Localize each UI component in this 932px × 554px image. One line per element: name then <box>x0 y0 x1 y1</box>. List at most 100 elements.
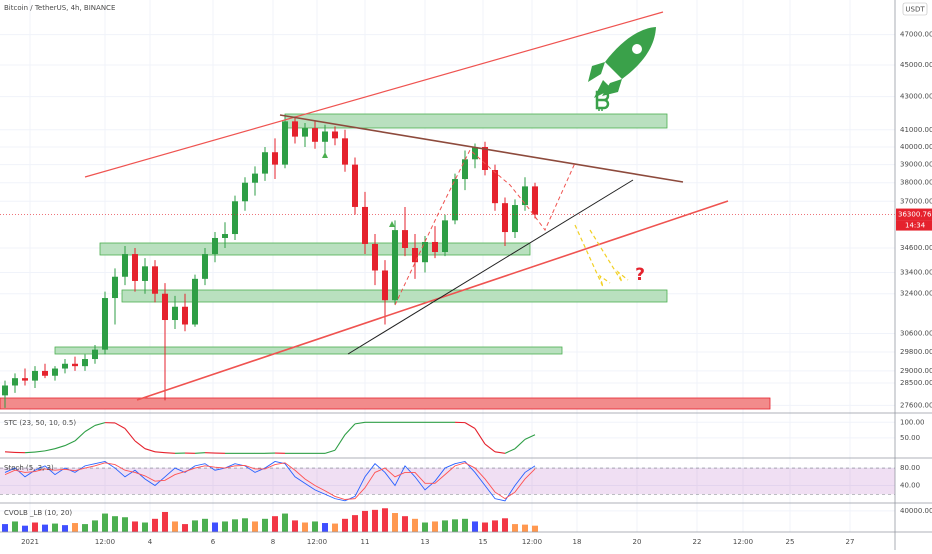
candle-body <box>212 238 218 254</box>
x-tick-label: 13 <box>421 538 430 546</box>
x-tick-label: 12:00 <box>522 538 542 546</box>
x-tick-label: 27 <box>846 538 855 546</box>
x-tick-label: 25 <box>786 538 795 546</box>
x-tick-label: 2021 <box>21 538 39 546</box>
volume-bar <box>512 524 518 532</box>
y-tick-label: 100.00 <box>900 418 925 426</box>
y-tick-label: 40.00 <box>900 482 920 490</box>
volume-bar <box>482 523 488 532</box>
stc-segment <box>485 444 495 452</box>
y-tick-label: 47000.00 <box>900 31 932 39</box>
volume-bar <box>502 518 508 532</box>
x-tick-label: 18 <box>573 538 582 546</box>
candle-body <box>82 359 88 366</box>
candle-body <box>482 147 488 170</box>
candle-body <box>402 230 408 248</box>
candle-body <box>252 174 258 183</box>
volume-bar <box>142 523 148 532</box>
candle-body <box>232 201 238 234</box>
candle-body <box>222 234 228 238</box>
indicator-title: Stoch (5, 3, 3) <box>4 464 54 472</box>
candle-body <box>142 266 148 281</box>
stc-segment <box>525 435 535 440</box>
stc-segment <box>465 423 475 429</box>
volume-bar <box>52 524 58 532</box>
y-tick-label: 50.00 <box>900 434 920 442</box>
candle-body <box>532 186 538 214</box>
volume-bar <box>252 521 258 532</box>
volume-bar <box>172 521 178 532</box>
y-tick-label: 45000.00 <box>900 61 932 69</box>
candle-body <box>332 131 338 138</box>
y-tick-label: 40000.00 <box>900 507 932 515</box>
stc-segment <box>495 452 505 454</box>
volume-bar <box>342 519 348 532</box>
x-tick-label: 12:00 <box>307 538 327 546</box>
x-tick-label: 12:00 <box>95 538 115 546</box>
y-tick-label: 41000.00 <box>900 126 932 134</box>
x-tick-label: 12:00 <box>733 538 753 546</box>
volume-bar <box>402 516 408 532</box>
volume-bar <box>392 513 398 532</box>
x-tick-label: 11 <box>361 538 370 546</box>
volume-bar <box>32 523 38 532</box>
zone <box>100 243 530 255</box>
candle-body <box>162 294 168 320</box>
volume-bar <box>442 520 448 532</box>
candle-body <box>382 270 388 300</box>
volume-bar <box>312 521 318 532</box>
projection-arrow <box>590 230 628 282</box>
candle-body <box>502 203 508 232</box>
stc-segment <box>345 424 355 435</box>
stc-segment <box>125 429 135 441</box>
stc-segment <box>505 449 515 454</box>
x-tick-label: 4 <box>148 538 153 546</box>
rocket-icon <box>588 27 656 111</box>
candle-body <box>492 170 498 203</box>
y-tick-label: 33400.00 <box>900 269 932 277</box>
candle-body <box>302 128 308 137</box>
stc-segment <box>5 452 15 453</box>
drawings: ? <box>85 12 728 400</box>
volume-bar <box>2 524 8 532</box>
y-tick-label: 37000.00 <box>900 197 932 205</box>
candle-body <box>62 364 68 369</box>
candle-body <box>292 121 298 136</box>
support-zone <box>0 398 770 409</box>
y-tick-label: 29800.00 <box>900 348 932 356</box>
volume-bar <box>382 508 388 532</box>
stc-segment <box>25 452 35 453</box>
volume-bar <box>452 519 458 532</box>
volume-bar <box>472 521 478 532</box>
candle-body <box>372 244 378 271</box>
volume-bar <box>372 510 378 532</box>
volume-bar <box>112 516 118 532</box>
volume-bar <box>182 524 188 532</box>
candle-body <box>132 254 138 281</box>
candle-body <box>242 183 248 202</box>
currency-label[interactable]: USDT <box>905 6 925 14</box>
candle-body <box>172 307 178 320</box>
candle-body <box>272 152 278 164</box>
stc-segment <box>335 435 345 451</box>
volume-bar <box>122 517 128 532</box>
volume-bar <box>92 520 98 532</box>
stc-segment <box>515 439 525 448</box>
volume-bar <box>362 511 368 532</box>
countdown-label: 14:34 <box>905 222 926 230</box>
signal-marker <box>322 152 328 158</box>
y-tick-label: 30600.00 <box>900 330 932 338</box>
x-tick-label: 20 <box>633 538 642 546</box>
volume-bar <box>322 523 328 532</box>
volume-bar <box>262 519 268 532</box>
volume-bar <box>462 519 468 532</box>
volume-bar <box>492 520 498 532</box>
candle-body <box>152 266 158 293</box>
volume-bar <box>332 524 338 532</box>
stc-segment <box>45 449 55 451</box>
candle-body <box>342 138 348 164</box>
volume-bar <box>352 515 358 532</box>
x-tick-label: 6 <box>211 538 216 546</box>
volume-bar <box>522 525 528 532</box>
